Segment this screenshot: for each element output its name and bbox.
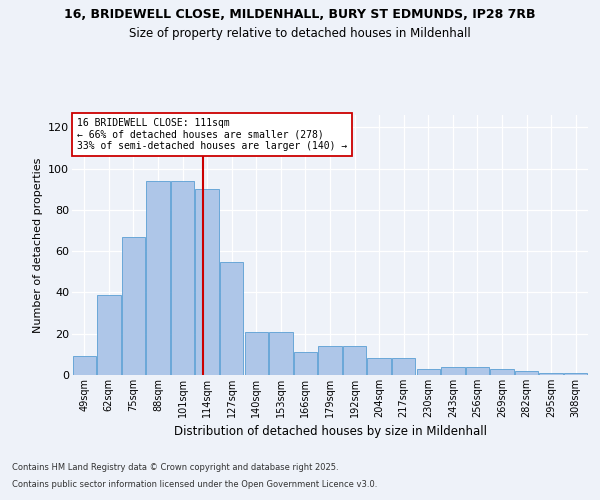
Text: Contains public sector information licensed under the Open Government Licence v3: Contains public sector information licen… (12, 480, 377, 489)
Text: Contains HM Land Registry data © Crown copyright and database right 2025.: Contains HM Land Registry data © Crown c… (12, 464, 338, 472)
Bar (97, 294, 121, 375)
Bar (319, 346, 341, 375)
Bar (269, 332, 293, 375)
Bar (515, 371, 538, 375)
Bar (146, 181, 170, 375)
Text: 16, BRIDEWELL CLOSE, MILDENHALL, BURY ST EDMUNDS, IP28 7RB: 16, BRIDEWELL CLOSE, MILDENHALL, BURY ST… (64, 8, 536, 20)
Bar (564, 373, 587, 375)
Bar (245, 332, 268, 375)
Bar (490, 369, 514, 375)
Bar (171, 181, 194, 375)
X-axis label: Distribution of detached houses by size in Mildenhall: Distribution of detached houses by size … (173, 426, 487, 438)
Bar (367, 358, 391, 375)
Y-axis label: Number of detached properties: Number of detached properties (32, 158, 43, 332)
Bar (343, 346, 366, 375)
Bar (122, 236, 145, 375)
Bar (466, 366, 489, 375)
Bar (441, 366, 464, 375)
Bar (539, 373, 563, 375)
Bar (73, 356, 96, 375)
Bar (196, 190, 219, 375)
Bar (392, 358, 415, 375)
Text: 16 BRIDEWELL CLOSE: 111sqm
← 66% of detached houses are smaller (278)
33% of sem: 16 BRIDEWELL CLOSE: 111sqm ← 66% of deta… (77, 118, 347, 151)
Bar (416, 369, 440, 375)
Bar (294, 352, 317, 375)
Bar (220, 262, 244, 375)
Text: Size of property relative to detached houses in Mildenhall: Size of property relative to detached ho… (129, 28, 471, 40)
